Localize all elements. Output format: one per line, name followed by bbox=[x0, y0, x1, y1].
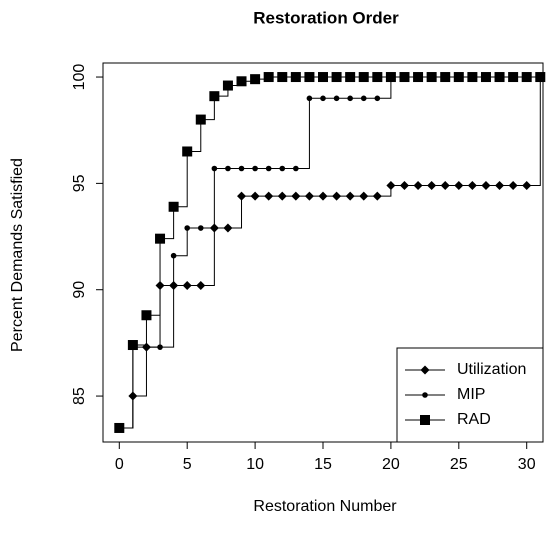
circle-marker bbox=[360, 95, 367, 102]
square-marker bbox=[318, 72, 328, 83]
square-marker bbox=[277, 72, 288, 83]
square-marker bbox=[426, 72, 437, 83]
x-tick-label: 20 bbox=[382, 456, 400, 473]
y-tick-label: 85 bbox=[71, 387, 88, 405]
circle-marker bbox=[422, 392, 428, 398]
square-marker bbox=[290, 72, 301, 83]
y-tick-label: 95 bbox=[71, 174, 88, 192]
diamond-marker bbox=[250, 191, 260, 201]
diamond-marker bbox=[277, 191, 287, 201]
x-tick-label: 30 bbox=[518, 456, 536, 473]
square-marker bbox=[494, 72, 505, 83]
diamond-marker bbox=[291, 191, 301, 201]
circle-marker bbox=[320, 95, 326, 102]
legend-label: Utilization bbox=[457, 361, 526, 378]
circle-marker bbox=[252, 165, 258, 172]
y-tick-label: 90 bbox=[71, 281, 88, 299]
square-marker bbox=[535, 72, 546, 83]
circle-marker bbox=[293, 165, 299, 172]
diamond-marker bbox=[332, 191, 342, 201]
diamond-marker bbox=[440, 181, 450, 191]
square-marker bbox=[182, 146, 193, 157]
x-tick-label: 10 bbox=[246, 456, 264, 473]
diamond-marker bbox=[318, 191, 328, 201]
legend-label: MIP bbox=[457, 386, 485, 403]
square-marker bbox=[331, 72, 342, 83]
square-marker bbox=[440, 72, 451, 83]
square-marker bbox=[372, 72, 383, 83]
square-marker bbox=[168, 201, 179, 212]
diamond-marker bbox=[237, 191, 247, 201]
square-marker bbox=[358, 72, 369, 83]
square-marker bbox=[155, 233, 166, 244]
diamond-marker bbox=[359, 191, 369, 201]
diamond-marker bbox=[399, 181, 409, 191]
square-marker bbox=[385, 72, 396, 83]
chart-title: Restoration Order bbox=[253, 8, 399, 27]
diamond-marker bbox=[372, 191, 382, 201]
square-marker bbox=[114, 422, 125, 433]
circle-marker bbox=[279, 165, 286, 172]
diamond-marker bbox=[223, 223, 233, 233]
square-marker bbox=[399, 72, 410, 83]
diamond-marker bbox=[467, 181, 477, 191]
square-marker bbox=[250, 74, 261, 85]
square-marker bbox=[413, 72, 424, 83]
circle-marker bbox=[157, 344, 163, 350]
square-marker bbox=[521, 72, 532, 83]
circle-marker bbox=[238, 165, 245, 172]
diamond-marker bbox=[427, 181, 437, 191]
diamond-marker bbox=[196, 280, 206, 290]
circle-marker bbox=[374, 95, 381, 102]
square-marker bbox=[508, 72, 519, 83]
circle-marker bbox=[265, 165, 272, 172]
circle-marker bbox=[306, 95, 313, 102]
square-marker bbox=[453, 72, 464, 83]
square-marker bbox=[263, 72, 274, 83]
diamond-marker bbox=[304, 191, 314, 201]
circle-marker bbox=[333, 95, 340, 102]
diamond-marker bbox=[420, 365, 430, 375]
square-marker bbox=[195, 114, 206, 125]
x-axis-label: Restoration Number bbox=[253, 498, 397, 515]
diamond-marker bbox=[454, 181, 464, 191]
diamond-marker bbox=[264, 191, 274, 201]
x-tick-label: 25 bbox=[450, 456, 468, 473]
diamond-marker bbox=[522, 181, 532, 191]
square-marker bbox=[236, 76, 247, 87]
x-tick-label: 5 bbox=[183, 456, 192, 473]
x-tick-label: 15 bbox=[314, 456, 332, 473]
circle-marker bbox=[211, 165, 218, 172]
legend-label: RAD bbox=[457, 411, 491, 428]
circle-marker bbox=[184, 225, 190, 231]
diamond-marker bbox=[345, 191, 355, 201]
x-tick-label: 0 bbox=[115, 456, 124, 473]
diamond-marker bbox=[413, 181, 423, 191]
diamond-marker bbox=[508, 181, 518, 191]
square-marker bbox=[345, 72, 356, 83]
circle-marker bbox=[347, 95, 353, 102]
diamond-marker bbox=[182, 280, 192, 290]
square-marker bbox=[222, 80, 233, 91]
y-tick-label: 100 bbox=[71, 64, 88, 91]
diamond-marker bbox=[481, 181, 491, 191]
square-marker bbox=[209, 91, 220, 102]
square-marker bbox=[420, 415, 430, 425]
circle-marker bbox=[170, 252, 177, 259]
square-marker bbox=[127, 340, 138, 351]
circle-marker bbox=[225, 165, 231, 172]
diamond-marker bbox=[495, 181, 505, 191]
y-axis-label: Percent Demands Satisfied bbox=[9, 158, 26, 352]
circle-marker bbox=[143, 344, 150, 350]
diamond-marker bbox=[386, 181, 396, 191]
square-marker bbox=[480, 72, 491, 83]
circle-marker bbox=[197, 225, 204, 231]
square-marker bbox=[467, 72, 478, 83]
square-marker bbox=[141, 310, 152, 321]
square-marker bbox=[304, 72, 315, 83]
